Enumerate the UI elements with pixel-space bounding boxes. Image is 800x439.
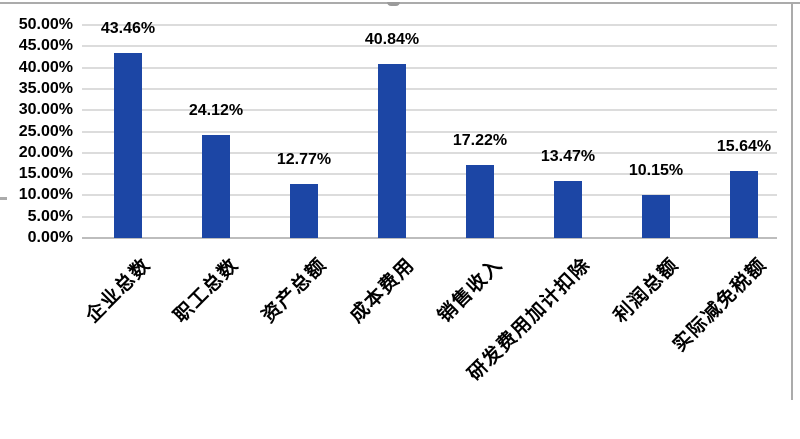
bar bbox=[378, 64, 406, 238]
gridline bbox=[82, 66, 777, 69]
y-tick-label: 50.00% bbox=[18, 16, 73, 33]
bar-value-label: 13.47% bbox=[540, 147, 596, 165]
x-tick-label: 职工总数 bbox=[170, 254, 244, 328]
gridline bbox=[82, 215, 777, 218]
y-tick-label: 5.00% bbox=[27, 207, 73, 225]
gridline bbox=[82, 87, 777, 90]
x-tick-label: 实际减免税额 bbox=[669, 254, 772, 357]
bar-value-label: 43.46% bbox=[100, 19, 156, 37]
chart-border-right bbox=[791, 2, 793, 400]
y-tick-label: 0.00% bbox=[27, 229, 73, 246]
x-tick-label: 研发费用加计扣除 bbox=[464, 254, 596, 386]
bar-value-label: 40.84% bbox=[364, 31, 420, 49]
gridline bbox=[82, 24, 777, 26]
x-tick-label: 利润总额 bbox=[610, 254, 684, 328]
y-tick-label: 10.00% bbox=[18, 186, 73, 204]
y-tick-label: 20.00% bbox=[18, 143, 73, 161]
y-tick-label: 15.00% bbox=[18, 165, 73, 183]
bar-value-label: 12.77% bbox=[276, 150, 332, 168]
y-tick-label: 40.00% bbox=[18, 58, 73, 76]
gridline bbox=[82, 194, 777, 197]
bar bbox=[554, 180, 582, 238]
x-tick-label: 资产总额 bbox=[258, 254, 332, 328]
x-axis-line bbox=[82, 237, 777, 239]
x-tick-label: 销售收入 bbox=[434, 254, 508, 328]
bar-value-label: 17.22% bbox=[452, 131, 508, 149]
y-tick-label: 35.00% bbox=[18, 79, 73, 97]
y-tick-label: 25.00% bbox=[18, 122, 73, 140]
x-tick-label: 成本费用 bbox=[346, 254, 420, 328]
gridline bbox=[82, 130, 777, 133]
bar bbox=[202, 135, 230, 238]
gridline bbox=[82, 45, 777, 48]
bar bbox=[114, 52, 142, 238]
bar-chart: 50.00% 45.00% 40.00% 35.00% 30.00% 25.00% 20.0… bbox=[0, 0, 800, 400]
bar bbox=[642, 194, 670, 238]
gridline bbox=[82, 151, 777, 154]
bar bbox=[730, 171, 758, 238]
cropped-left-edge-remnant bbox=[0, 197, 7, 200]
bar bbox=[466, 164, 494, 238]
gridline bbox=[82, 173, 777, 176]
bar-value-label: 24.12% bbox=[188, 102, 244, 120]
y-tick-label: 30.00% bbox=[18, 101, 73, 119]
cropped-title-remnant bbox=[387, 2, 400, 6]
chart-border-top bbox=[0, 2, 800, 4]
bar-value-label: 15.64% bbox=[716, 138, 772, 156]
bar-value-label: 10.15% bbox=[628, 161, 684, 179]
gridline bbox=[82, 109, 777, 112]
y-tick-label: 45.00% bbox=[18, 37, 73, 55]
bar bbox=[290, 183, 318, 238]
